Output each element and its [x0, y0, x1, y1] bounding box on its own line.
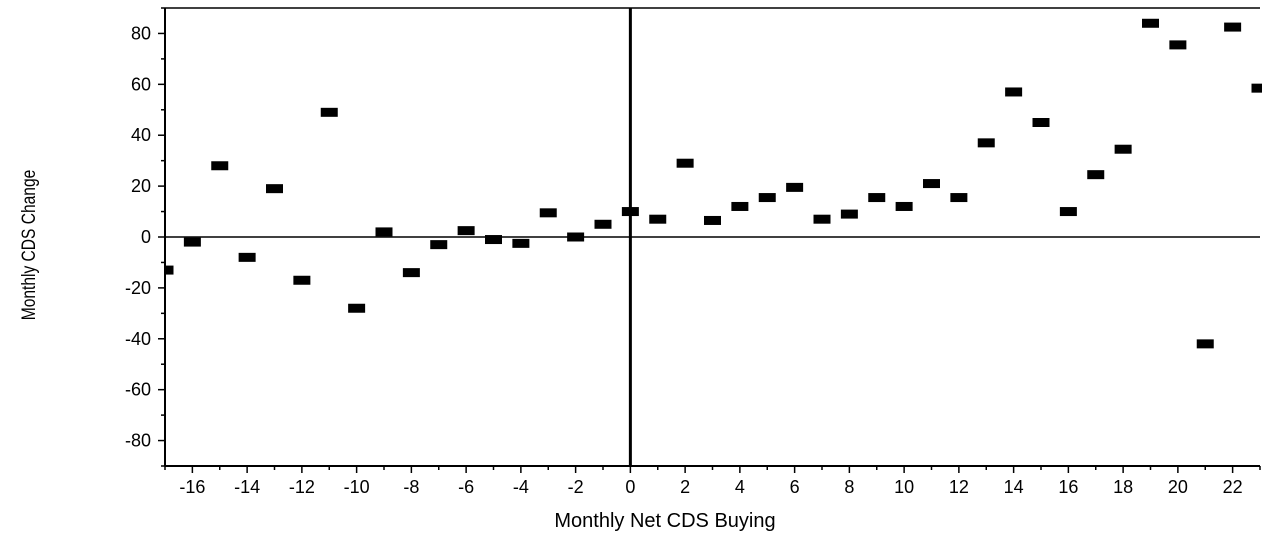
data-point — [293, 275, 311, 285]
x-tick-label: -8 — [403, 477, 419, 497]
x-tick-label: 12 — [949, 477, 969, 497]
data-point — [238, 252, 256, 262]
y-tick-label: 40 — [131, 125, 151, 145]
data-point — [457, 226, 475, 236]
data-point — [1005, 87, 1023, 97]
y-tick-label: -20 — [125, 278, 151, 298]
x-tick-label: -4 — [513, 477, 529, 497]
x-axis-ticks: -16 -14 -12 -10 -8 -6 -4 -2 0 2 4 6 8 10 12 14 16 18 20 22 — [164, 466, 1261, 497]
x-tick-label: 4 — [735, 477, 745, 497]
data-point — [977, 138, 995, 148]
data-point — [594, 219, 612, 229]
data-point — [649, 214, 667, 224]
data-point — [895, 201, 913, 211]
data-point — [1196, 339, 1214, 349]
data-point — [320, 107, 338, 117]
data-point — [621, 207, 639, 217]
data-point — [211, 161, 229, 171]
x-tick-label: 6 — [790, 477, 800, 497]
data-point — [813, 214, 831, 224]
data-point — [1224, 22, 1242, 32]
x-tick-label: 10 — [894, 477, 914, 497]
data-point — [485, 235, 502, 245]
y-tick-label: 60 — [131, 74, 151, 94]
x-tick-label: -6 — [458, 477, 474, 497]
data-point — [430, 240, 448, 250]
x-tick-label: -2 — [568, 477, 584, 497]
x-tick-label: -10 — [344, 477, 370, 497]
data-point — [512, 238, 530, 248]
data-point — [950, 193, 968, 203]
data-point — [1087, 170, 1105, 180]
x-tick-label: 14 — [1004, 477, 1024, 497]
data-point — [1032, 118, 1050, 127]
y-tick-label: 20 — [131, 176, 151, 196]
data-point — [266, 184, 283, 194]
x-tick-label: 8 — [844, 477, 854, 497]
data-point — [1142, 18, 1159, 28]
data-point — [868, 193, 886, 203]
y-axis-title: Monthly CDS Change — [18, 170, 40, 321]
x-tick-label: 22 — [1223, 477, 1243, 497]
plot-area — [164, 7, 1260, 467]
y-tick-label: -40 — [125, 329, 151, 349]
data-point — [923, 179, 940, 189]
y-axis-ticks: -80 -60 -40 -20 0 20 40 60 80 — [125, 7, 165, 467]
data-point — [567, 232, 585, 242]
data-point — [758, 193, 776, 203]
data-point — [731, 201, 749, 211]
x-tick-label: 18 — [1113, 477, 1133, 497]
data-point — [676, 158, 694, 168]
data-point — [375, 227, 393, 237]
data-point — [402, 268, 420, 278]
x-tick-label: 0 — [625, 477, 635, 497]
data-point — [786, 182, 804, 192]
x-tick-label: -16 — [179, 477, 205, 497]
x-tick-label: 2 — [680, 477, 690, 497]
data-point — [1114, 144, 1132, 154]
y-tick-label: 80 — [131, 23, 151, 43]
y-tick-label: 0 — [141, 227, 151, 247]
data-point — [1059, 207, 1077, 217]
data-point — [1251, 83, 1262, 93]
x-axis-title: Monthly Net CDS Buying — [554, 510, 775, 532]
x-tick-label: -12 — [289, 477, 315, 497]
y-tick-label: -60 — [125, 380, 151, 400]
y-tick-label: -80 — [125, 431, 151, 451]
data-point — [840, 209, 858, 219]
x-tick-label: 20 — [1168, 477, 1188, 497]
data-point — [704, 215, 721, 225]
data-point — [183, 237, 201, 247]
data-points — [165, 18, 1262, 349]
x-tick-label: 16 — [1058, 477, 1078, 497]
data-point — [539, 208, 557, 218]
data-point — [1169, 40, 1187, 50]
data-point — [165, 265, 174, 275]
x-tick-label: -14 — [234, 477, 260, 497]
data-point — [348, 303, 366, 313]
